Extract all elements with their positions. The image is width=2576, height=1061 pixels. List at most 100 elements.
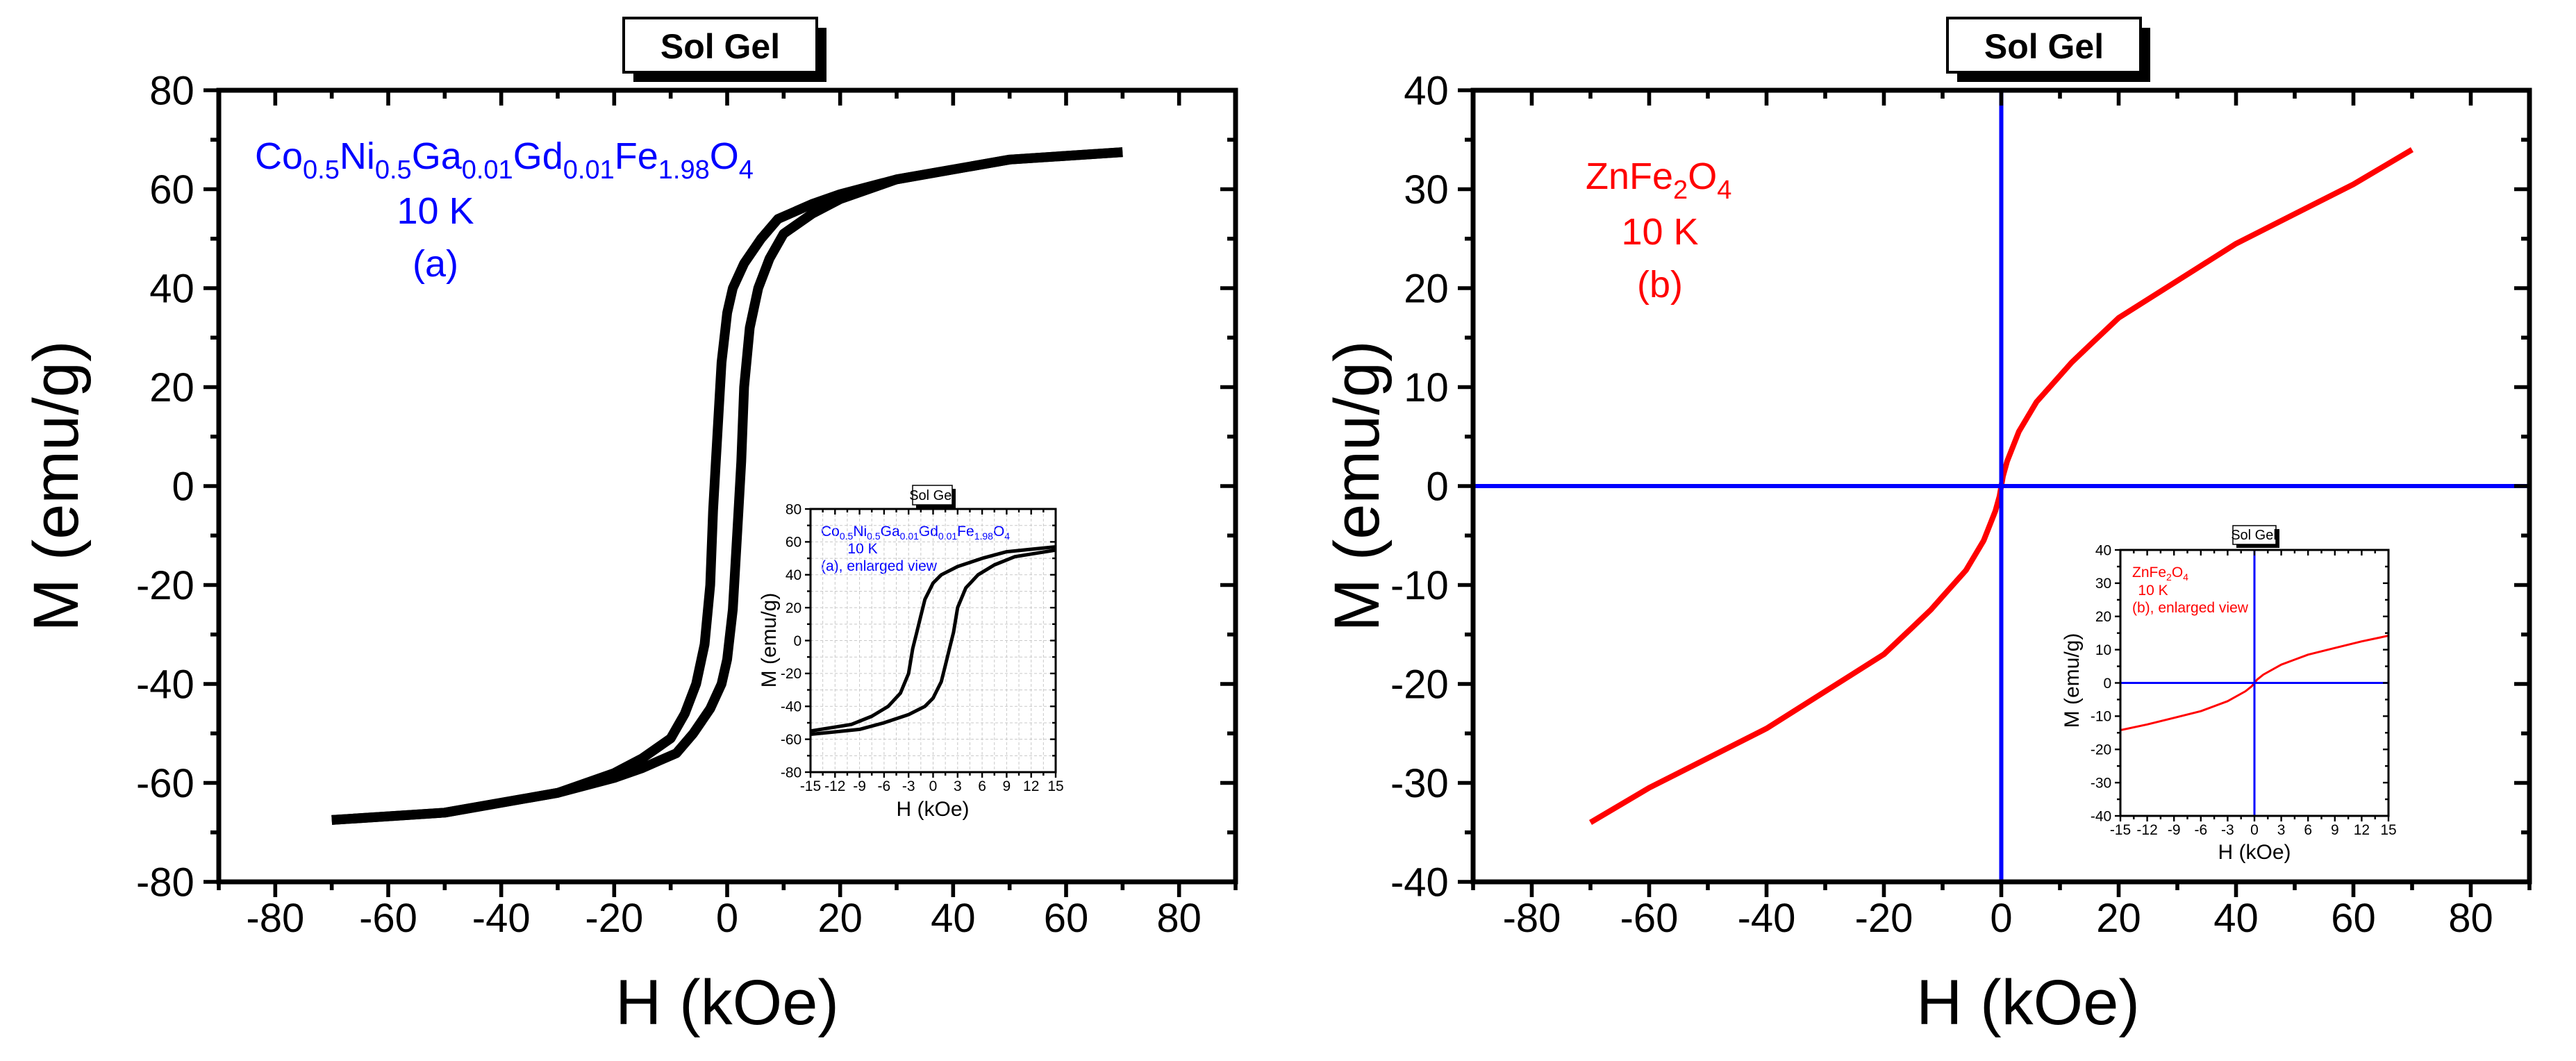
y-tick-label: 0 (172, 464, 194, 509)
x-tick-label: -40 (472, 896, 531, 941)
plot-area (331, 147, 1123, 825)
y-tick-label: 20 (149, 365, 194, 410)
x-axis-label: H (kOe) (615, 967, 839, 1038)
y-tick-label: 0 (794, 633, 802, 649)
y-tick-label: -80 (781, 765, 801, 780)
y-tick-label: 40 (149, 266, 194, 311)
x-tick-label: 9 (2331, 822, 2339, 838)
y-tick-label: 10 (2095, 642, 2111, 658)
y-tick-label: -60 (781, 732, 801, 748)
y-tick-label: 10 (1404, 365, 1449, 410)
x-tick-label: 40 (931, 896, 976, 941)
y-tick-label: -60 (136, 761, 194, 806)
y-tick-label: 20 (1404, 266, 1449, 311)
x-tick-label: 20 (2096, 896, 2141, 941)
x-tick-label: 9 (1003, 778, 1011, 794)
y-tick-label: 60 (149, 167, 194, 212)
y-tick-label: -40 (1390, 860, 1449, 905)
x-tick-label: 80 (2448, 896, 2493, 941)
x-tick-label: -12 (2136, 822, 2157, 838)
inset-annotation-panel: (a), enlarged view (821, 558, 938, 574)
y-tick-label: 30 (1404, 167, 1449, 212)
y-tick-label: -40 (2091, 808, 2111, 824)
y-tick-label: 40 (786, 567, 801, 583)
inset-annotation-temperature: 10 K (847, 541, 877, 557)
x-tick-label: 60 (2331, 896, 2376, 941)
inset-x-axis-label: H (kOe) (2218, 841, 2291, 864)
panel-a-main-chart: Sol Gel M (emu/g) H (kOe) Co0.5Ni0.5Ga0.… (21, 17, 1238, 1038)
y-tick-label: -80 (136, 860, 194, 905)
chart-title: Sol Gel (660, 27, 780, 66)
x-tick-label: -80 (1503, 896, 1561, 941)
y-axis-label: M (emu/g) (21, 340, 92, 631)
inset-sol-gel-label: Sol Gel (909, 485, 956, 508)
y-tick-label: -30 (1390, 761, 1449, 806)
x-tick-label: 40 (2213, 896, 2259, 941)
annotation-formula: ZnFe2O4 (1586, 156, 1731, 205)
y-tick-label: -40 (136, 662, 194, 707)
panel-a-inset-chart: Sol Gel M (emu/g) H (kOe) Co0.5Ni0.5Ga0.… (758, 485, 1064, 821)
y-axis-label: M (emu/g) (1322, 340, 1393, 631)
inset-annotation-formula: Co0.5Ni0.5Ga0.01Gd0.01Fe1.98O4 (821, 524, 1010, 542)
y-tick-label: -20 (1390, 662, 1449, 707)
y-tick-label: 40 (1404, 68, 1449, 113)
x-axis-label: H (kOe) (1916, 967, 2140, 1038)
y-tick-label: -20 (2091, 742, 2111, 758)
annotation-temperature: 10 K (1621, 211, 1698, 253)
data-series-descending-branch (331, 147, 1123, 825)
x-tick-label: 12 (2354, 822, 2370, 838)
x-tick-label: 15 (2380, 822, 2396, 838)
y-tick-label: 0 (2104, 676, 2112, 692)
x-tick-label: -60 (359, 896, 417, 941)
panel-b-main-chart: Sol Gel M (emu/g) H (kOe) ZnFe2O4 10 K (… (1322, 17, 2532, 1038)
inset-title: Sol Gel (909, 488, 955, 503)
x-tick-label: -9 (2168, 822, 2181, 838)
y-tick-label: 40 (2095, 542, 2111, 558)
data-series-ascending-branch (811, 548, 1056, 737)
x-tick-label: 6 (978, 778, 986, 794)
x-tick-label: -12 (824, 778, 845, 794)
annotation-formula: Co0.5Ni0.5Ga0.01Gd0.01Fe1.98O4 (255, 135, 754, 185)
y-tick-label: -20 (136, 563, 194, 608)
plot-area (811, 544, 1056, 737)
panel-b-inset-chart: Sol Gel M (emu/g) H (kOe) ZnFe2O4 10 K (… (2061, 525, 2397, 864)
y-tick-label: 60 (786, 535, 801, 551)
y-tick-label: 20 (786, 600, 801, 616)
x-tick-label: -40 (1738, 896, 1796, 941)
x-tick-label: -15 (2110, 822, 2131, 838)
annotation-panel: (a) (413, 243, 458, 285)
y-tick-label: -40 (781, 699, 801, 715)
y-tick-label: -20 (781, 666, 801, 682)
chart-title: Sol Gel (1984, 27, 2104, 66)
x-tick-label: -6 (2194, 822, 2207, 838)
x-tick-label: -3 (2221, 822, 2234, 838)
y-tick-label: -30 (2091, 775, 2111, 791)
sol-gel-label: Sol Gel (1946, 17, 2150, 82)
inset-title: Sol Gel (2231, 528, 2277, 543)
inset-x-axis-label: H (kOe) (897, 798, 970, 821)
x-tick-label: -60 (1620, 896, 1679, 941)
x-tick-label: 6 (2304, 822, 2312, 838)
x-tick-label: 0 (716, 896, 738, 941)
y-tick-label: 30 (2095, 576, 2111, 592)
x-tick-label: -20 (585, 896, 643, 941)
annotation-panel: (b) (1637, 264, 1683, 306)
x-tick-label: 15 (1047, 778, 1063, 794)
y-tick-label: 80 (149, 68, 194, 113)
x-tick-label: 80 (1156, 896, 1202, 941)
x-tick-label: 0 (929, 778, 938, 794)
data-series-ascending-branch (331, 147, 1123, 825)
inset-sol-gel-label: Sol Gel (2231, 525, 2279, 548)
data-series-descending-branch (811, 544, 1056, 733)
x-tick-label: -3 (902, 778, 915, 794)
x-tick-label: 3 (954, 778, 962, 794)
x-tick-label: 12 (1023, 778, 1039, 794)
inset-annotation-temperature: 10 K (2138, 583, 2168, 599)
sol-gel-label: Sol Gel (622, 17, 826, 82)
y-tick-label: 20 (2095, 609, 2111, 625)
inset-y-axis-label: M (emu/g) (2061, 633, 2084, 728)
x-tick-label: -15 (800, 778, 821, 794)
x-tick-label: 0 (1990, 896, 2012, 941)
x-tick-label: -20 (1855, 896, 1913, 941)
